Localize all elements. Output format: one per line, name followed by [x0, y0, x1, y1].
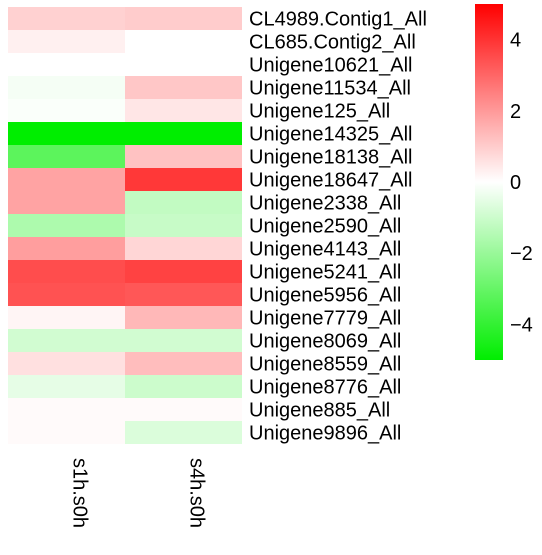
- heatmap-cell: [125, 30, 242, 53]
- heatmap-cell: [125, 214, 242, 237]
- row-label: Unigene2590_All: [249, 216, 401, 238]
- heatmap-cell: [125, 398, 242, 421]
- heatmap-cell: [125, 260, 242, 283]
- heatmap-cell: [8, 99, 125, 122]
- heatmap-cell: [8, 191, 125, 214]
- heatmap-cell: [8, 421, 125, 444]
- row-label: Unigene8776_All: [249, 377, 401, 399]
- heatmap-cell: [8, 145, 125, 168]
- heatmap-cell: [125, 7, 242, 30]
- heatmap-cell: [8, 53, 125, 76]
- row-label: Unigene8069_All: [249, 331, 401, 353]
- row-label: CL4989.Contig1_All: [249, 9, 427, 31]
- row-label: Unigene5956_All: [249, 285, 401, 307]
- heatmap-cell: [8, 306, 125, 329]
- row-label: Unigene11534_All: [249, 78, 411, 100]
- colorbar-tick-label: −2: [510, 243, 533, 265]
- heatmap-cell: [125, 306, 242, 329]
- heatmap-cell: [125, 191, 242, 214]
- row-label: Unigene2338_All: [249, 193, 401, 215]
- heatmap-cell: [125, 329, 242, 352]
- heatmap-cell: [8, 30, 125, 53]
- row-label: Unigene18138_All: [249, 147, 412, 169]
- row-label: Unigene10621_All: [249, 55, 412, 77]
- heatmap-cell: [125, 375, 242, 398]
- heatmap-cell: [125, 421, 242, 444]
- heatmap-cell: [125, 283, 242, 306]
- row-label: Unigene9896_All: [249, 423, 401, 445]
- column-label: s1h.s0h: [69, 458, 91, 528]
- row-label: Unigene125_All: [249, 101, 390, 123]
- colorbar: [475, 4, 503, 360]
- heatmap-cell: [125, 145, 242, 168]
- heatmap-cell: [8, 237, 125, 260]
- colorbar-tick-label: 2: [510, 101, 521, 123]
- column-label: s4h.s0h: [186, 458, 208, 528]
- row-label: Unigene8559_All: [249, 354, 401, 376]
- heatmap-cell: [125, 53, 242, 76]
- heatmap-cell: [125, 122, 242, 145]
- heatmap-cell: [8, 329, 125, 352]
- heatmap-cell: [8, 168, 125, 191]
- heatmap-cell: [125, 237, 242, 260]
- heatmap-cell: [8, 283, 125, 306]
- heatmap-cell: [8, 375, 125, 398]
- heatmap-cell: [125, 168, 242, 191]
- colorbar-tick-label: −4: [510, 314, 533, 336]
- row-label: Unigene5241_All: [249, 262, 401, 284]
- heatmap-cell: [8, 260, 125, 283]
- row-label: Unigene18647_All: [249, 170, 412, 192]
- heatmap-cell: [125, 99, 242, 122]
- heatmap-cell: [125, 76, 242, 99]
- colorbar-tick-label: 0: [510, 172, 521, 194]
- heatmap-cell: [8, 7, 125, 30]
- heatmap-cell: [8, 122, 125, 145]
- row-label: Unigene4143_All: [249, 239, 401, 261]
- row-label: CL685.Contig2_All: [249, 32, 416, 54]
- row-label: Unigene885_All: [249, 400, 390, 422]
- row-label: Unigene14325_All: [249, 124, 412, 146]
- heatmap-cell: [8, 352, 125, 375]
- heatmap-cell: [8, 398, 125, 421]
- colorbar-tick-label: 4: [510, 30, 521, 52]
- heatmap-cell: [8, 76, 125, 99]
- heatmap-cell: [125, 352, 242, 375]
- row-label: Unigene7779_All: [249, 308, 401, 330]
- heatmap-cell: [8, 214, 125, 237]
